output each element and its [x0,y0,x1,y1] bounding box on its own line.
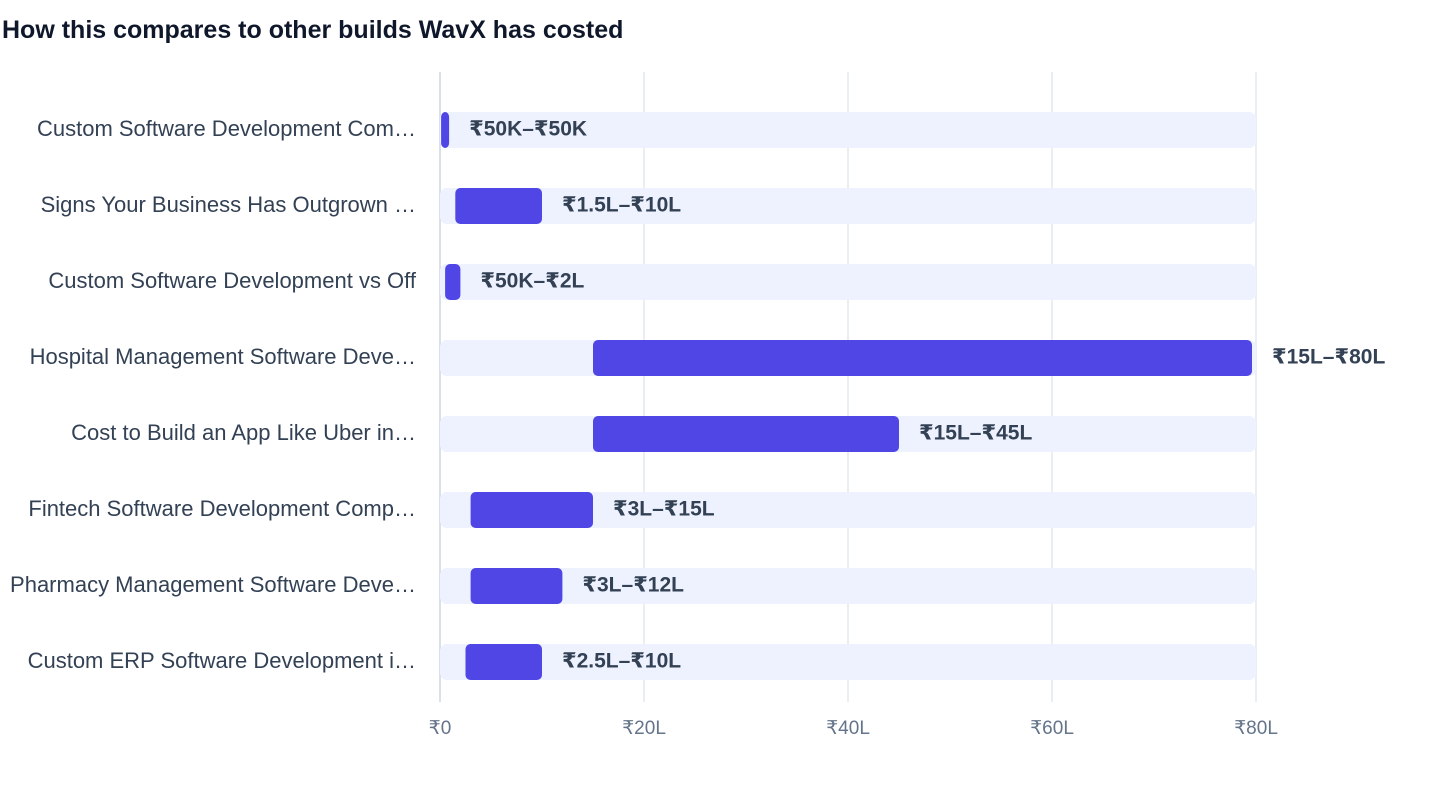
range-value-label: ₹2.5L–₹10L [562,650,681,673]
x-tick-label: ₹20L [622,718,666,739]
bar-track [440,264,1256,300]
bar-track [440,188,1256,224]
x-axis-ticks: ₹0 ₹20L ₹40L ₹60L ₹80L [429,718,1278,739]
row-label: Pharmacy Management Software Deve… [10,572,416,597]
range-bar[interactable] [465,644,543,680]
row-label: Custom ERP Software Development i… [28,648,416,673]
range-value-label: ₹15L–₹45L [919,422,1032,445]
bar-track [440,568,1256,604]
row-labels: Custom Software Development Com… Signs Yo… [10,116,417,673]
range-bar[interactable] [593,416,899,452]
range-value-label: ₹1.5L–₹10L [562,194,681,217]
range-value-label: ₹15L–₹80L [1272,346,1385,369]
bar-track [440,492,1256,528]
x-tick-label: ₹80L [1234,718,1278,739]
range-bar[interactable] [470,492,593,528]
row-label: Custom Software Development vs Off [48,268,417,293]
row-label: Custom Software Development Com… [37,116,416,141]
x-tick-label: ₹40L [826,718,870,739]
row-label: Fintech Software Development Comp… [28,496,416,521]
row-label: Signs Your Business Has Outgrown … [41,192,416,217]
range-bar[interactable] [593,340,1252,376]
bar-track [440,112,1256,148]
grid-lines [439,72,1257,702]
range-value-label: ₹50K–₹50K [469,118,587,141]
range-bar[interactable] [445,264,461,300]
range-bar[interactable] [441,112,450,148]
x-tick-label: ₹0 [429,718,452,739]
range-bars [441,112,1252,680]
range-value-label: ₹50K–₹2L [480,270,584,293]
bar-track [440,644,1256,680]
row-label: Cost to Build an App Like Uber in… [71,420,416,445]
range-value-label: ₹3L–₹15L [613,498,715,521]
value-labels: ₹50K–₹50K ₹1.5L–₹10L ₹50K–₹2L ₹15L–₹80L ₹15L… [469,118,1385,673]
range-value-label: ₹3L–₹12L [582,574,684,597]
range-bar[interactable] [455,188,542,224]
x-tick-label: ₹60L [1030,718,1074,739]
chart-title: How this compares to other builds WavX h… [2,16,624,44]
row-label: Hospital Management Software Deve… [30,344,416,369]
range-bar[interactable] [470,568,563,604]
